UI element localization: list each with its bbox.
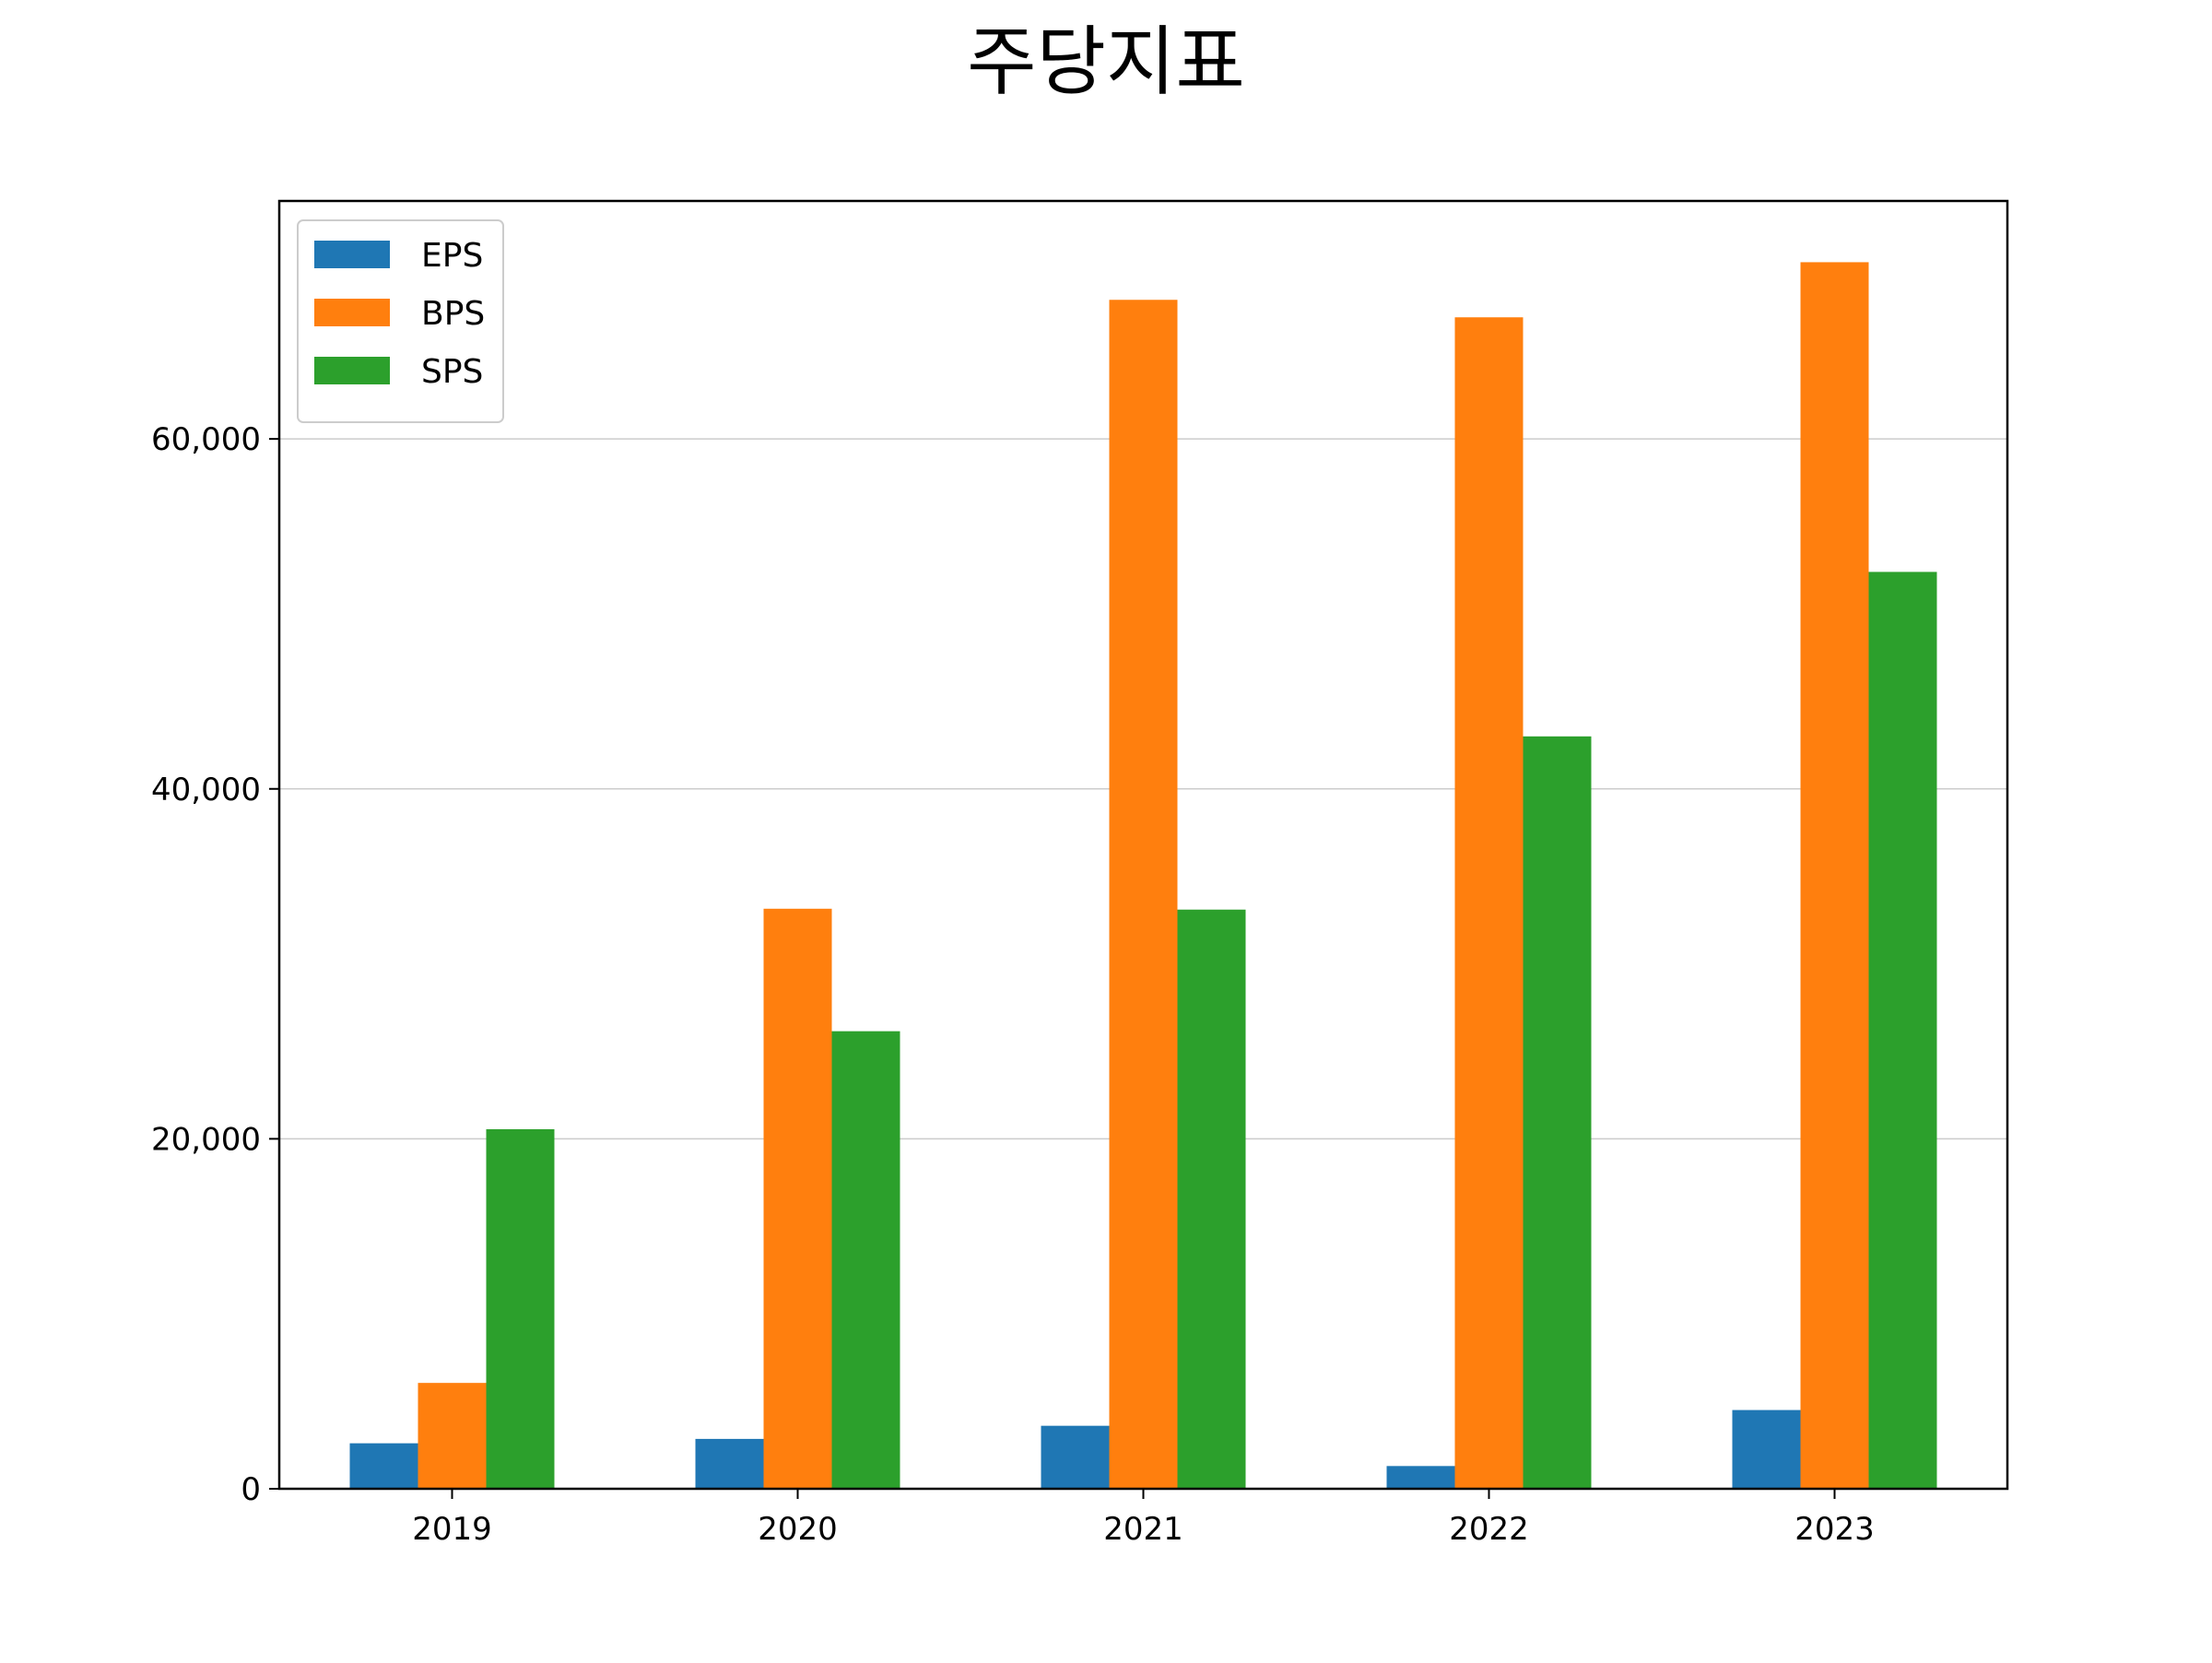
y-tick-label: 60,000 — [151, 421, 261, 458]
bar-sps-2023 — [1868, 572, 1937, 1489]
bar-sps-2019 — [486, 1128, 555, 1489]
bar-eps-2020 — [695, 1438, 764, 1489]
x-tick-label: 2019 — [412, 1511, 492, 1548]
axes: 0 20,000 40,000 60,000 2019 2020 2021 2022 2023 — [151, 199, 2009, 1548]
bars — [349, 262, 1937, 1490]
legend-swatch-sps — [314, 357, 390, 384]
legend-swatch-bps — [314, 299, 390, 326]
legend-swatch-eps — [314, 241, 390, 268]
x-tick-label: 2022 — [1449, 1511, 1529, 1548]
y-tick-label: 40,000 — [151, 772, 261, 808]
bar-eps-2019 — [349, 1443, 418, 1489]
bar-bps-2021 — [1109, 300, 1178, 1489]
bar-bps-2022 — [1454, 317, 1524, 1489]
bar-eps-2023 — [1732, 1409, 1801, 1489]
legend: EPS BPS SPS — [297, 219, 504, 423]
x-tick-label: 2021 — [1103, 1511, 1183, 1548]
legend-label-bps: BPS — [421, 295, 485, 333]
bar-bps-2023 — [1800, 262, 1869, 1490]
bar-sps-2020 — [831, 1031, 900, 1489]
x-tick-label: 2023 — [1794, 1511, 1875, 1548]
legend-label-eps: EPS — [421, 237, 483, 275]
chart-title: 주당지표 — [967, 18, 1245, 106]
y-tick-label: 20,000 — [151, 1121, 261, 1158]
y-tick-label: 0 — [241, 1471, 261, 1508]
bar-eps-2022 — [1386, 1466, 1455, 1489]
bar-sps-2021 — [1177, 909, 1246, 1489]
bar-sps-2022 — [1523, 736, 1592, 1489]
bar-bps-2020 — [763, 908, 832, 1489]
bar-bps-2019 — [418, 1383, 487, 1489]
x-tick-label: 2020 — [758, 1511, 838, 1548]
bar-eps-2021 — [1041, 1425, 1110, 1489]
legend-label-sps: SPS — [421, 353, 483, 391]
